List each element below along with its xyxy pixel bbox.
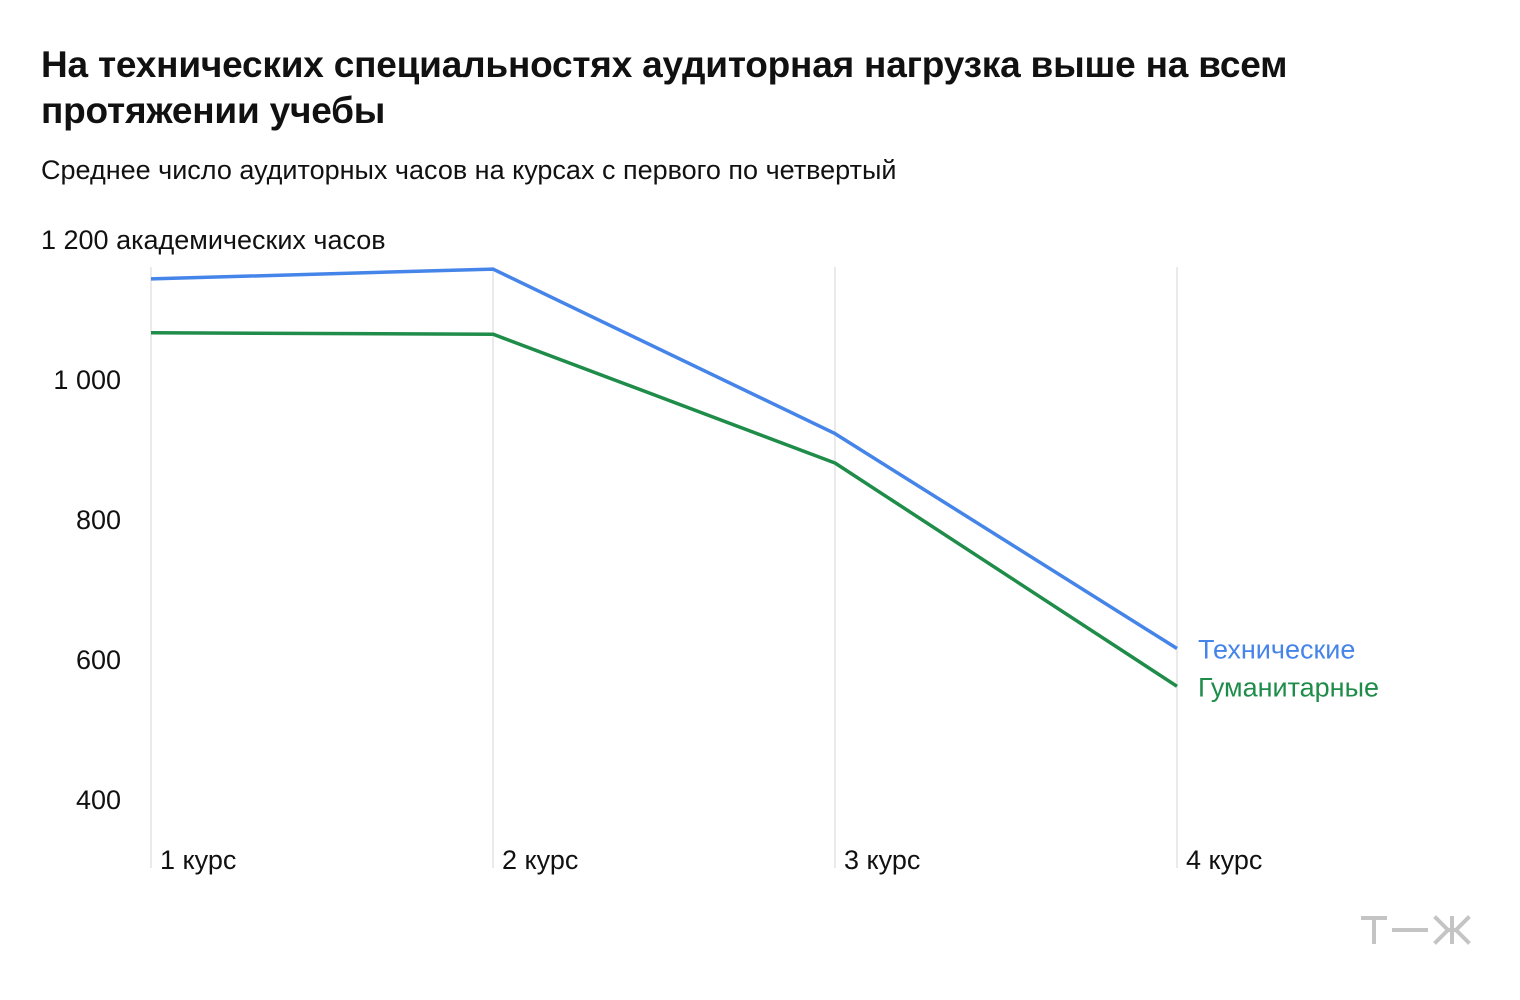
x-tick-label: 4 курс	[1186, 845, 1262, 875]
series-line-humanities	[150, 331, 1178, 688]
chart-subtitle: Среднее число аудиторных часов на курсах…	[41, 155, 897, 185]
gridlines	[150, 267, 1178, 868]
y-tick-label: 600	[76, 645, 121, 675]
x-tick-label: 3 курс	[844, 845, 920, 875]
chart-title: На технических специальностях аудиторная…	[41, 44, 1288, 131]
x-axis-ticks: 1 курс 2 курс 3 курс 4 курс	[160, 845, 1262, 875]
y-tick-label: 1 000	[53, 365, 121, 395]
x-tick-label: 2 курс	[502, 845, 578, 875]
series-label-humanities: Гуманитарные	[1198, 672, 1379, 702]
tj-logo	[1361, 915, 1471, 945]
series-label-technical: Технические	[1198, 635, 1355, 665]
series-lines	[150, 267, 1178, 688]
x-tick-label: 1 курс	[160, 845, 236, 875]
y-tick-label: 1 200 академических часов	[41, 225, 386, 255]
series-line-technical	[150, 267, 1178, 650]
y-axis-ticks: 400 600 800 1 000 1 200 академических часов	[41, 225, 386, 815]
y-tick-label: 800	[76, 505, 121, 535]
y-tick-label: 400	[76, 785, 121, 815]
series-labels: Технические Гуманитарные	[1198, 635, 1379, 703]
